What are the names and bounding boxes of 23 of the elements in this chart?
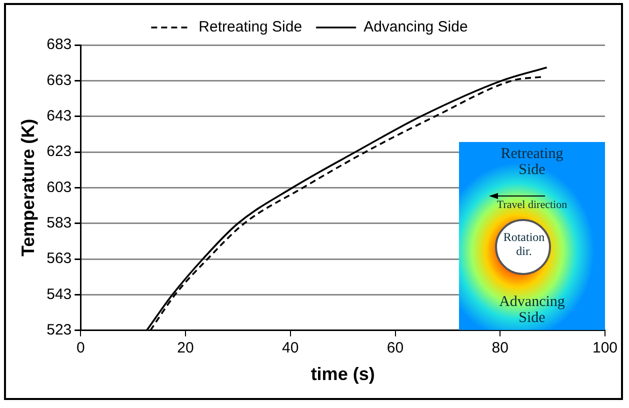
y-axis-title: Temperature (K) <box>18 118 38 257</box>
y-tick-label: 603 <box>46 178 72 196</box>
y-tick-label: 683 <box>46 36 72 54</box>
x-tick-label: 20 <box>177 340 194 357</box>
annotation: Travel direction <box>496 199 568 212</box>
x-tick-label: 100 <box>592 340 618 357</box>
y-tick-label: 623 <box>46 143 72 160</box>
x-tick-label: 80 <box>492 340 508 357</box>
annotation: Retreating Side <box>500 146 564 178</box>
y-tick-label: 523 <box>46 322 72 339</box>
y-tick-label: 563 <box>46 250 72 268</box>
annotation: Rotation dir. <box>502 230 546 258</box>
x-tick-label: 60 <box>386 340 404 357</box>
legend-label: Advancing Side <box>364 18 468 36</box>
x-tick-label: 40 <box>282 340 299 357</box>
x-tick-label: 0 <box>76 340 85 357</box>
y-tick-label: 583 <box>46 214 72 232</box>
x-axis-title: time (s) <box>310 364 375 384</box>
annotation: Advancing Side <box>498 294 566 326</box>
y-tick-label: 543 <box>46 286 72 303</box>
y-tick-label: 643 <box>46 107 72 124</box>
legend-label: Retreating Side <box>198 18 302 36</box>
y-tick-label: 663 <box>46 72 72 89</box>
